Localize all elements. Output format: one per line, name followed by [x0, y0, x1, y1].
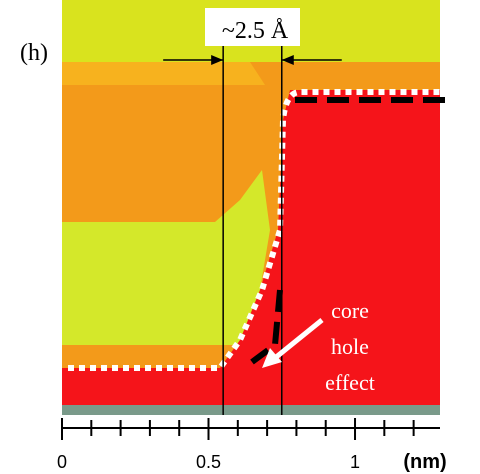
arrow-head: [281, 55, 294, 65]
effect-label: hole: [331, 334, 369, 359]
panel-label: (h): [20, 40, 48, 66]
effect-label: effect: [325, 370, 375, 395]
effect-label: core: [331, 298, 369, 323]
arrow: [273, 318, 324, 360]
region: [62, 90, 440, 405]
region: [62, 62, 265, 85]
annotation: ~2.5 Å: [222, 18, 289, 44]
dashed-line: [250, 97, 445, 365]
arrow-head: [262, 348, 282, 368]
arrow-head: [211, 55, 224, 65]
x-axis-label: (nm): [403, 451, 446, 473]
label-box: [0, 25, 62, 85]
x-tick-label: 0.5: [196, 452, 221, 472]
dotted-line: [68, 89, 445, 371]
x-tick-label: 0: [57, 452, 67, 472]
contour-plot: core hole effect: [62, 0, 445, 415]
x-axis: 0 0.5 1 (nm): [57, 418, 447, 473]
region: [62, 405, 440, 415]
x-tick-label: 1: [350, 452, 360, 472]
region: [62, 170, 270, 345]
annotation-box: [205, 8, 300, 46]
